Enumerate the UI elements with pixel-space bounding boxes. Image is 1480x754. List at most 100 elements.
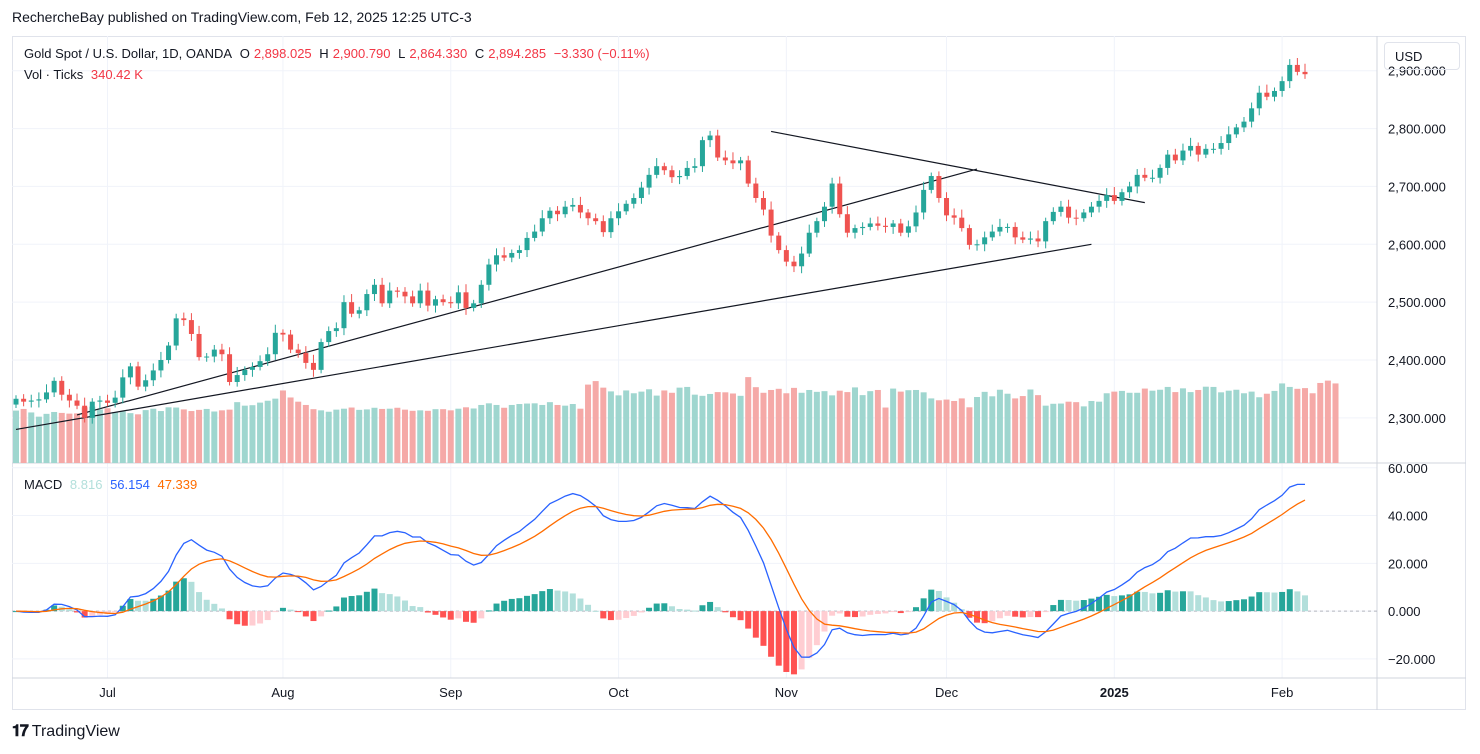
macd-histogram-bar — [264, 611, 271, 621]
macd-histogram-bar — [1027, 611, 1034, 618]
candle-body — [768, 209, 774, 236]
candle-body — [1005, 226, 1011, 228]
candle-body — [1287, 64, 1293, 82]
price-tick-label: 2,600.000 — [1388, 237, 1446, 252]
close-label: C — [474, 46, 485, 61]
chart-frame[interactable] — [12, 36, 1466, 710]
trendline — [15, 243, 1092, 431]
candle-body — [333, 328, 339, 332]
macd-histogram-bar — [394, 596, 401, 612]
macd-histogram-bar — [1294, 591, 1301, 612]
volume-bar — [363, 409, 370, 463]
macd-histogram-bar — [379, 593, 386, 612]
candle-body — [791, 261, 797, 267]
volume-bar — [1088, 400, 1095, 463]
macd-histogram-bar — [1164, 590, 1171, 612]
volume-bar — [340, 408, 347, 463]
candle-body — [173, 318, 179, 346]
volume-bar — [1225, 390, 1232, 463]
macd-histogram-bar — [424, 611, 431, 613]
macd-histogram-bar — [401, 600, 408, 612]
candle-body — [669, 170, 675, 178]
macd-tick-label: 40.000 — [1388, 509, 1428, 524]
volume-bar — [1164, 386, 1171, 463]
macd-histogram-bar — [478, 611, 485, 619]
volume-bar — [424, 410, 431, 463]
macd-histogram-bar — [752, 611, 759, 638]
macd-histogram-bar — [112, 611, 119, 613]
candle-body — [356, 310, 362, 314]
candle-body — [1241, 121, 1247, 128]
candle-body — [166, 345, 172, 361]
macd-histogram-bar — [897, 611, 904, 614]
volume-bar — [585, 384, 592, 463]
open-label: O — [239, 46, 250, 61]
volume-bar — [890, 388, 897, 463]
volume-bar — [1096, 401, 1103, 463]
macd-histogram-bar — [737, 611, 744, 621]
macd-histogram-bar — [1256, 592, 1263, 612]
volume-bar — [1317, 382, 1324, 463]
volume-bar — [1035, 395, 1042, 463]
volume-bar — [958, 398, 965, 463]
volume-bar — [1065, 401, 1072, 463]
macd-histogram-bar — [905, 611, 912, 613]
candle-body — [89, 401, 95, 418]
candle-body — [494, 255, 500, 265]
volume-bar — [1294, 388, 1301, 463]
volume-bar — [577, 408, 584, 463]
candle-body — [1081, 212, 1087, 219]
macd-histogram-bar — [1279, 591, 1286, 612]
macd-histogram-bar — [310, 611, 317, 622]
candle-body — [776, 235, 782, 251]
candle-body — [1058, 206, 1064, 212]
volume-label[interactable]: Vol · Ticks — [24, 67, 84, 82]
volume-bar — [470, 408, 477, 463]
candle-body — [28, 400, 34, 402]
macd-histogram-bar — [218, 608, 225, 612]
macd-histogram-bar — [142, 600, 149, 612]
candle-body — [616, 211, 622, 219]
macd-histogram-bar — [1149, 593, 1156, 612]
candle-body — [135, 366, 141, 387]
volume-bar — [1271, 390, 1278, 463]
macd-histogram-bar — [516, 598, 523, 612]
volume-bar — [325, 411, 332, 463]
symbol-label[interactable]: Gold Spot / U.S. Dollar, 1D, OANDA — [24, 46, 233, 61]
volume-bar — [668, 392, 675, 463]
volume-bar — [1027, 389, 1034, 463]
candle-body — [593, 218, 599, 222]
macd-histogram-bar — [463, 611, 470, 622]
macd-histogram-bar — [569, 593, 576, 612]
volume-bar — [760, 392, 767, 463]
macd-histogram-bar — [874, 611, 881, 614]
macd-histogram-bar — [668, 606, 675, 612]
currency-unit-button[interactable]: USD — [1384, 42, 1460, 70]
volume-bar — [51, 411, 58, 463]
macd-label[interactable]: MACD — [24, 477, 63, 492]
macd-histogram-bar — [51, 605, 58, 612]
candle-body — [112, 397, 118, 403]
macd-histogram-bar — [302, 611, 309, 617]
macd-histogram-bar — [409, 606, 416, 612]
macd-histogram-bar — [1202, 597, 1209, 612]
volume-bar — [859, 395, 866, 463]
candle-body — [440, 299, 446, 303]
candle-body — [707, 135, 713, 141]
macd-histogram-bar — [1195, 595, 1202, 612]
candle-body — [1020, 237, 1026, 240]
macd-histogram-bar — [1050, 605, 1057, 612]
macd-histogram-bar — [127, 598, 134, 612]
volume-bar — [218, 410, 225, 463]
volume-bar — [211, 411, 218, 463]
volume-bar — [745, 377, 752, 463]
low-value: 2,864.330 — [409, 46, 468, 61]
price-tick-label: 2,700.000 — [1388, 179, 1446, 194]
volume-bar — [1210, 386, 1217, 463]
volume-bar — [241, 405, 248, 463]
macd-histogram-bar — [691, 610, 698, 612]
macd-histogram-bar — [585, 604, 592, 612]
candle-body — [821, 206, 827, 222]
macd-histogram-bar — [356, 595, 363, 612]
